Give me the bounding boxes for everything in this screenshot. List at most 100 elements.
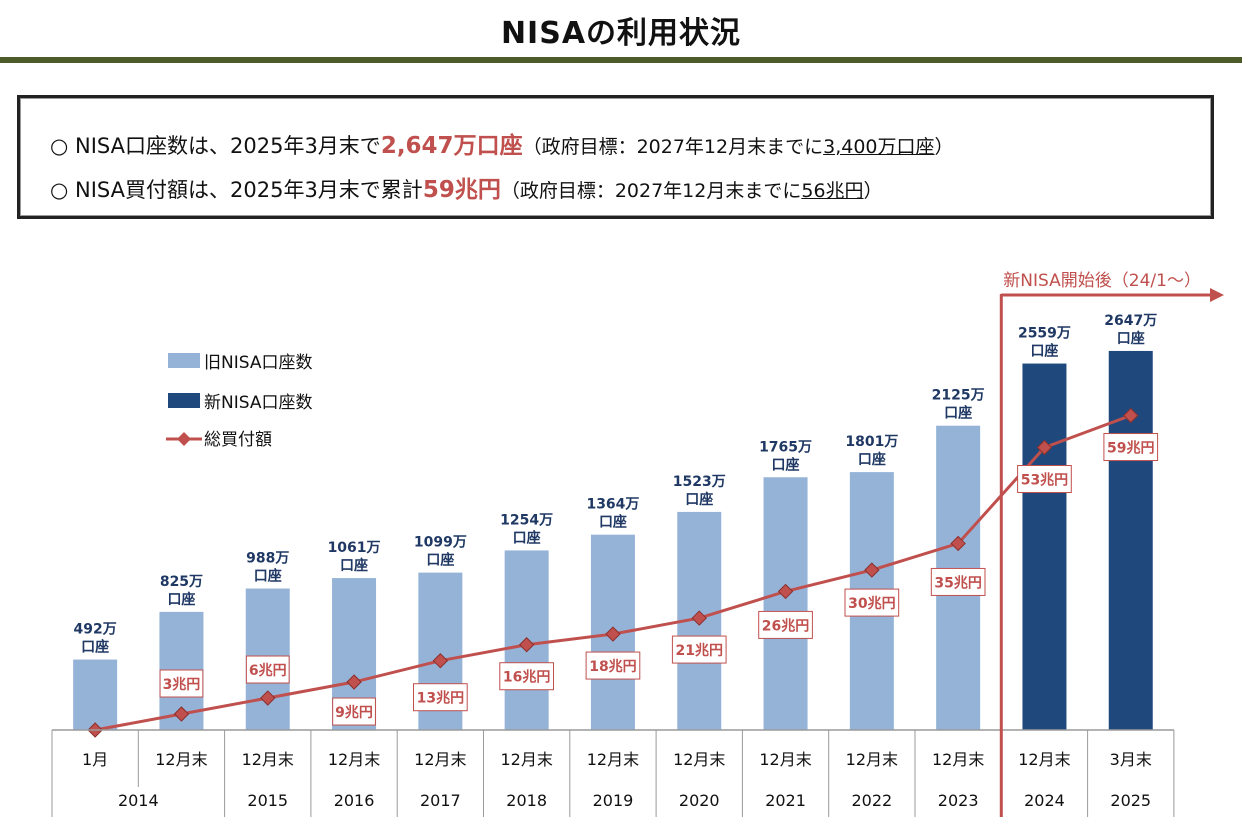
bar-value-label: 1523万 xyxy=(673,474,726,490)
title-rule xyxy=(0,57,1242,63)
bar-unit-label: 口座 xyxy=(944,405,972,422)
purchase-value-box xyxy=(1017,465,1072,494)
x-tick-month: 12月末 xyxy=(414,750,466,769)
legend-swatch-new xyxy=(168,393,200,408)
x-tick-month: 1月 xyxy=(82,750,108,769)
purchase-value-label: 16兆円 xyxy=(503,670,550,686)
bar-value-label: 1254万 xyxy=(500,512,553,528)
purchase-value-box xyxy=(758,610,813,639)
bar-value-label: 2559万 xyxy=(1018,326,1071,342)
goal-note-prefix: （政府目標：2027年12月末までに xyxy=(522,136,824,158)
purchase-value-label: 6兆円 xyxy=(249,663,287,679)
old-nisa-bar xyxy=(763,477,808,730)
purchase-value-label: 9兆円 xyxy=(335,705,373,721)
bar-unit-label: 口座 xyxy=(167,591,195,608)
x-tick-month: 3月末 xyxy=(1110,750,1152,769)
purchase-point xyxy=(1036,439,1053,456)
bar-value-label: 1061万 xyxy=(328,540,381,556)
legend-label-old: 旧NISA口座数 xyxy=(204,353,312,373)
bar-unit-label: 口座 xyxy=(1030,343,1058,360)
x-tick-year: 2017 xyxy=(420,791,461,810)
purchase-point xyxy=(1123,407,1139,424)
new-nisa-label: 新NISA開始後（24/1～） xyxy=(1003,271,1201,291)
bar-unit-label: 口座 xyxy=(858,451,886,468)
x-tick-month: 12月末 xyxy=(1018,750,1070,769)
legend-label-new: 新NISA口座数 xyxy=(204,393,312,413)
bar-value-label: 2647万 xyxy=(1104,313,1157,329)
x-tick-month: 12月末 xyxy=(673,750,725,769)
bar-unit-label: 口座 xyxy=(1117,330,1145,347)
x-tick-year: 2014 xyxy=(118,791,159,810)
purchase-point xyxy=(518,637,535,653)
x-tick-month: 12月末 xyxy=(242,750,294,769)
purchase-value-box xyxy=(499,662,554,691)
x-tick-month: 12月末 xyxy=(500,750,552,769)
goal-note-suffix: ） xyxy=(863,180,883,202)
purchase-point xyxy=(864,562,880,578)
x-tick-year: 2015 xyxy=(247,791,288,810)
bar-value-label: 1765万 xyxy=(759,439,812,455)
bar-value-label: 988万 xyxy=(246,551,289,567)
bar-unit-label: 口座 xyxy=(513,529,541,546)
purchase-value-box xyxy=(585,651,641,680)
x-tick-month: 12月末 xyxy=(587,750,639,769)
purchase-value-box xyxy=(1103,433,1159,462)
purchase-value-box xyxy=(245,655,290,684)
x-tick-month: 12月末 xyxy=(155,750,207,769)
x-tick-month: 12月末 xyxy=(932,750,984,769)
x-tick-month: 12月末 xyxy=(759,750,811,769)
bar-unit-label: 口座 xyxy=(772,456,800,473)
purchase-value-box xyxy=(844,588,900,617)
new-nisa-bar xyxy=(1022,363,1067,730)
purchase-value-label: 21兆円 xyxy=(676,643,723,659)
x-tick-year: 2022 xyxy=(851,791,892,810)
bar-unit-label: 口座 xyxy=(254,568,282,585)
bar-value-label: 1801万 xyxy=(845,434,898,450)
purchase-point xyxy=(346,674,362,690)
page-title: NISAの利用状況 xyxy=(500,16,742,51)
x-tick-year: 2018 xyxy=(506,791,547,810)
goal-note-suffix: ） xyxy=(934,136,954,158)
goal-note-prefix: （政府目標：2027年12月末までに xyxy=(500,180,802,202)
purchase-value-label: 59兆円 xyxy=(1107,441,1154,457)
bar-value-label: 1364万 xyxy=(586,497,639,513)
bar-value-label: 825万 xyxy=(160,574,203,590)
x-tick-year: 2016 xyxy=(334,791,375,810)
x-tick-year: 2021 xyxy=(765,791,806,810)
summary-text: NISA買付額は、2025年3月末で累計 xyxy=(75,178,423,202)
summary-line-purchases: ○ NISA買付額は、2025年3月末で累計59兆円（政府目標：2027年12月… xyxy=(50,170,883,204)
purchase-value-box xyxy=(332,697,376,726)
bar-unit-label: 口座 xyxy=(81,639,109,656)
purchase-value-label: 35兆円 xyxy=(934,575,981,591)
bar-value-label: 2125万 xyxy=(932,388,985,404)
bar-value-label: 1099万 xyxy=(414,535,467,551)
bullet-marker: ○ xyxy=(50,178,69,202)
legend-marker-purchase xyxy=(177,432,191,446)
x-tick-year: 2019 xyxy=(593,791,634,810)
purchase-point xyxy=(432,653,449,669)
purchase-point xyxy=(605,626,621,642)
bullet-marker: ○ xyxy=(50,134,69,158)
purchase-value-label: 53兆円 xyxy=(1021,473,1068,489)
purchase-value-box xyxy=(671,635,727,664)
bar-unit-label: 口座 xyxy=(426,552,454,569)
purchase-point xyxy=(950,535,966,552)
purchase-value-label: 13兆円 xyxy=(417,691,464,707)
bar-unit-label: 口座 xyxy=(340,557,368,574)
bar-unit-label: 口座 xyxy=(599,514,627,531)
summary-text: NISA口座数は、2025年3月末で xyxy=(75,134,381,158)
purchase-value-label: 3兆円 xyxy=(163,677,201,693)
purchase-value-box xyxy=(930,567,986,596)
old-nisa-bar xyxy=(73,659,118,730)
goal-note-target: 3,400万口座 xyxy=(823,136,935,158)
purchase-value-label: 30兆円 xyxy=(848,596,895,612)
x-tick-year: 2025 xyxy=(1110,791,1151,810)
x-tick-year: 2023 xyxy=(938,791,979,810)
purchase-point xyxy=(260,690,276,706)
x-tick-month: 12月末 xyxy=(328,750,380,769)
new-nisa-arrow-head xyxy=(1210,288,1224,302)
x-tick-year: 2020 xyxy=(679,791,720,810)
bar-value-label: 492万 xyxy=(74,622,117,638)
purchase-highlight: 59兆円 xyxy=(422,177,501,203)
